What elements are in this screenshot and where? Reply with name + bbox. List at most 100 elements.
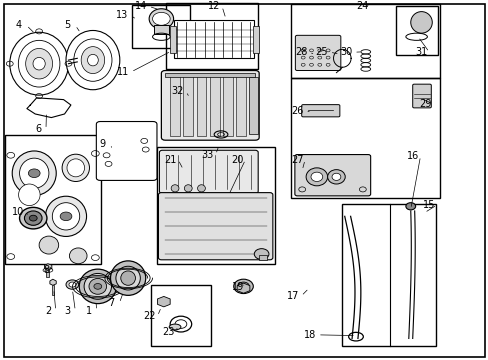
Ellipse shape bbox=[19, 184, 40, 206]
FancyBboxPatch shape bbox=[161, 71, 259, 140]
Ellipse shape bbox=[74, 39, 112, 81]
Bar bbox=[342, 204, 435, 346]
Bar bbox=[196, 76, 206, 135]
Ellipse shape bbox=[52, 203, 80, 230]
Bar bbox=[395, 6, 437, 55]
Ellipse shape bbox=[62, 154, 89, 181]
Bar bbox=[236, 76, 245, 135]
Bar bbox=[157, 147, 274, 264]
FancyBboxPatch shape bbox=[159, 150, 258, 193]
Ellipse shape bbox=[39, 236, 59, 254]
Ellipse shape bbox=[121, 271, 135, 285]
Ellipse shape bbox=[66, 31, 120, 90]
Text: 21: 21 bbox=[163, 154, 176, 165]
Text: 16: 16 bbox=[406, 151, 418, 161]
Polygon shape bbox=[50, 279, 56, 285]
Bar bbox=[249, 77, 258, 134]
Ellipse shape bbox=[94, 283, 102, 289]
Text: 26: 26 bbox=[290, 107, 303, 117]
Bar bbox=[253, 26, 259, 53]
Bar bbox=[170, 26, 176, 53]
Text: 12: 12 bbox=[207, 1, 220, 11]
Ellipse shape bbox=[45, 196, 86, 237]
Bar bbox=[165, 73, 255, 77]
Ellipse shape bbox=[20, 207, 47, 229]
Bar bbox=[259, 255, 266, 260]
Text: 19: 19 bbox=[231, 283, 244, 292]
Bar bbox=[290, 78, 439, 198]
Ellipse shape bbox=[24, 211, 42, 225]
Text: 4: 4 bbox=[16, 20, 21, 30]
Ellipse shape bbox=[237, 282, 249, 291]
Text: 33: 33 bbox=[201, 149, 214, 159]
FancyBboxPatch shape bbox=[294, 154, 370, 196]
Ellipse shape bbox=[19, 40, 60, 87]
Ellipse shape bbox=[233, 279, 253, 293]
Text: 15: 15 bbox=[422, 200, 435, 210]
Ellipse shape bbox=[184, 185, 192, 192]
Text: 13: 13 bbox=[116, 10, 128, 20]
Ellipse shape bbox=[197, 185, 205, 192]
Text: 31: 31 bbox=[414, 47, 427, 57]
Text: 24: 24 bbox=[356, 1, 368, 11]
Text: 20: 20 bbox=[231, 154, 244, 165]
Ellipse shape bbox=[149, 9, 173, 29]
Text: 23: 23 bbox=[162, 327, 174, 337]
Text: 18: 18 bbox=[303, 330, 316, 340]
Ellipse shape bbox=[10, 32, 68, 95]
Bar bbox=[183, 76, 193, 135]
Text: 7: 7 bbox=[108, 298, 114, 308]
Text: 28: 28 bbox=[294, 47, 307, 57]
Ellipse shape bbox=[405, 203, 415, 210]
Ellipse shape bbox=[310, 172, 322, 181]
Text: 10: 10 bbox=[11, 207, 24, 217]
Ellipse shape bbox=[410, 12, 431, 33]
Ellipse shape bbox=[28, 169, 40, 177]
Text: 25: 25 bbox=[315, 47, 327, 57]
Text: 2: 2 bbox=[45, 306, 51, 316]
Text: 29: 29 bbox=[418, 99, 431, 109]
Text: 17: 17 bbox=[286, 291, 299, 301]
Ellipse shape bbox=[26, 49, 53, 79]
Bar bbox=[170, 76, 180, 135]
Ellipse shape bbox=[33, 57, 45, 70]
Text: 32: 32 bbox=[171, 86, 184, 96]
Bar bbox=[290, 4, 439, 78]
Bar bbox=[154, 25, 168, 34]
Ellipse shape bbox=[171, 185, 179, 192]
Ellipse shape bbox=[60, 212, 72, 221]
FancyBboxPatch shape bbox=[301, 105, 339, 117]
Ellipse shape bbox=[87, 54, 98, 66]
Bar bbox=[173, 19, 254, 58]
Bar bbox=[5, 135, 101, 264]
Ellipse shape bbox=[116, 266, 140, 290]
Bar bbox=[46, 270, 49, 278]
Ellipse shape bbox=[81, 47, 104, 73]
Text: 22: 22 bbox=[143, 311, 156, 321]
Ellipse shape bbox=[67, 159, 84, 177]
FancyBboxPatch shape bbox=[412, 84, 430, 108]
Text: 8: 8 bbox=[43, 265, 49, 275]
Ellipse shape bbox=[84, 274, 111, 299]
FancyBboxPatch shape bbox=[96, 122, 157, 180]
Text: 30: 30 bbox=[339, 47, 352, 57]
Text: 9: 9 bbox=[100, 139, 105, 149]
Text: 27: 27 bbox=[290, 154, 303, 165]
Bar bbox=[150, 285, 211, 346]
Ellipse shape bbox=[327, 170, 345, 184]
Ellipse shape bbox=[169, 324, 181, 330]
Ellipse shape bbox=[12, 151, 56, 195]
Bar bbox=[132, 5, 189, 48]
FancyBboxPatch shape bbox=[158, 193, 272, 260]
Text: 11: 11 bbox=[117, 67, 129, 77]
Polygon shape bbox=[44, 264, 52, 270]
Ellipse shape bbox=[79, 269, 116, 303]
Ellipse shape bbox=[331, 173, 340, 180]
Ellipse shape bbox=[110, 261, 145, 295]
Bar bbox=[223, 76, 232, 135]
Ellipse shape bbox=[66, 280, 79, 289]
Ellipse shape bbox=[20, 158, 49, 188]
Polygon shape bbox=[237, 283, 249, 293]
Text: 6: 6 bbox=[35, 125, 41, 134]
Ellipse shape bbox=[254, 249, 268, 260]
